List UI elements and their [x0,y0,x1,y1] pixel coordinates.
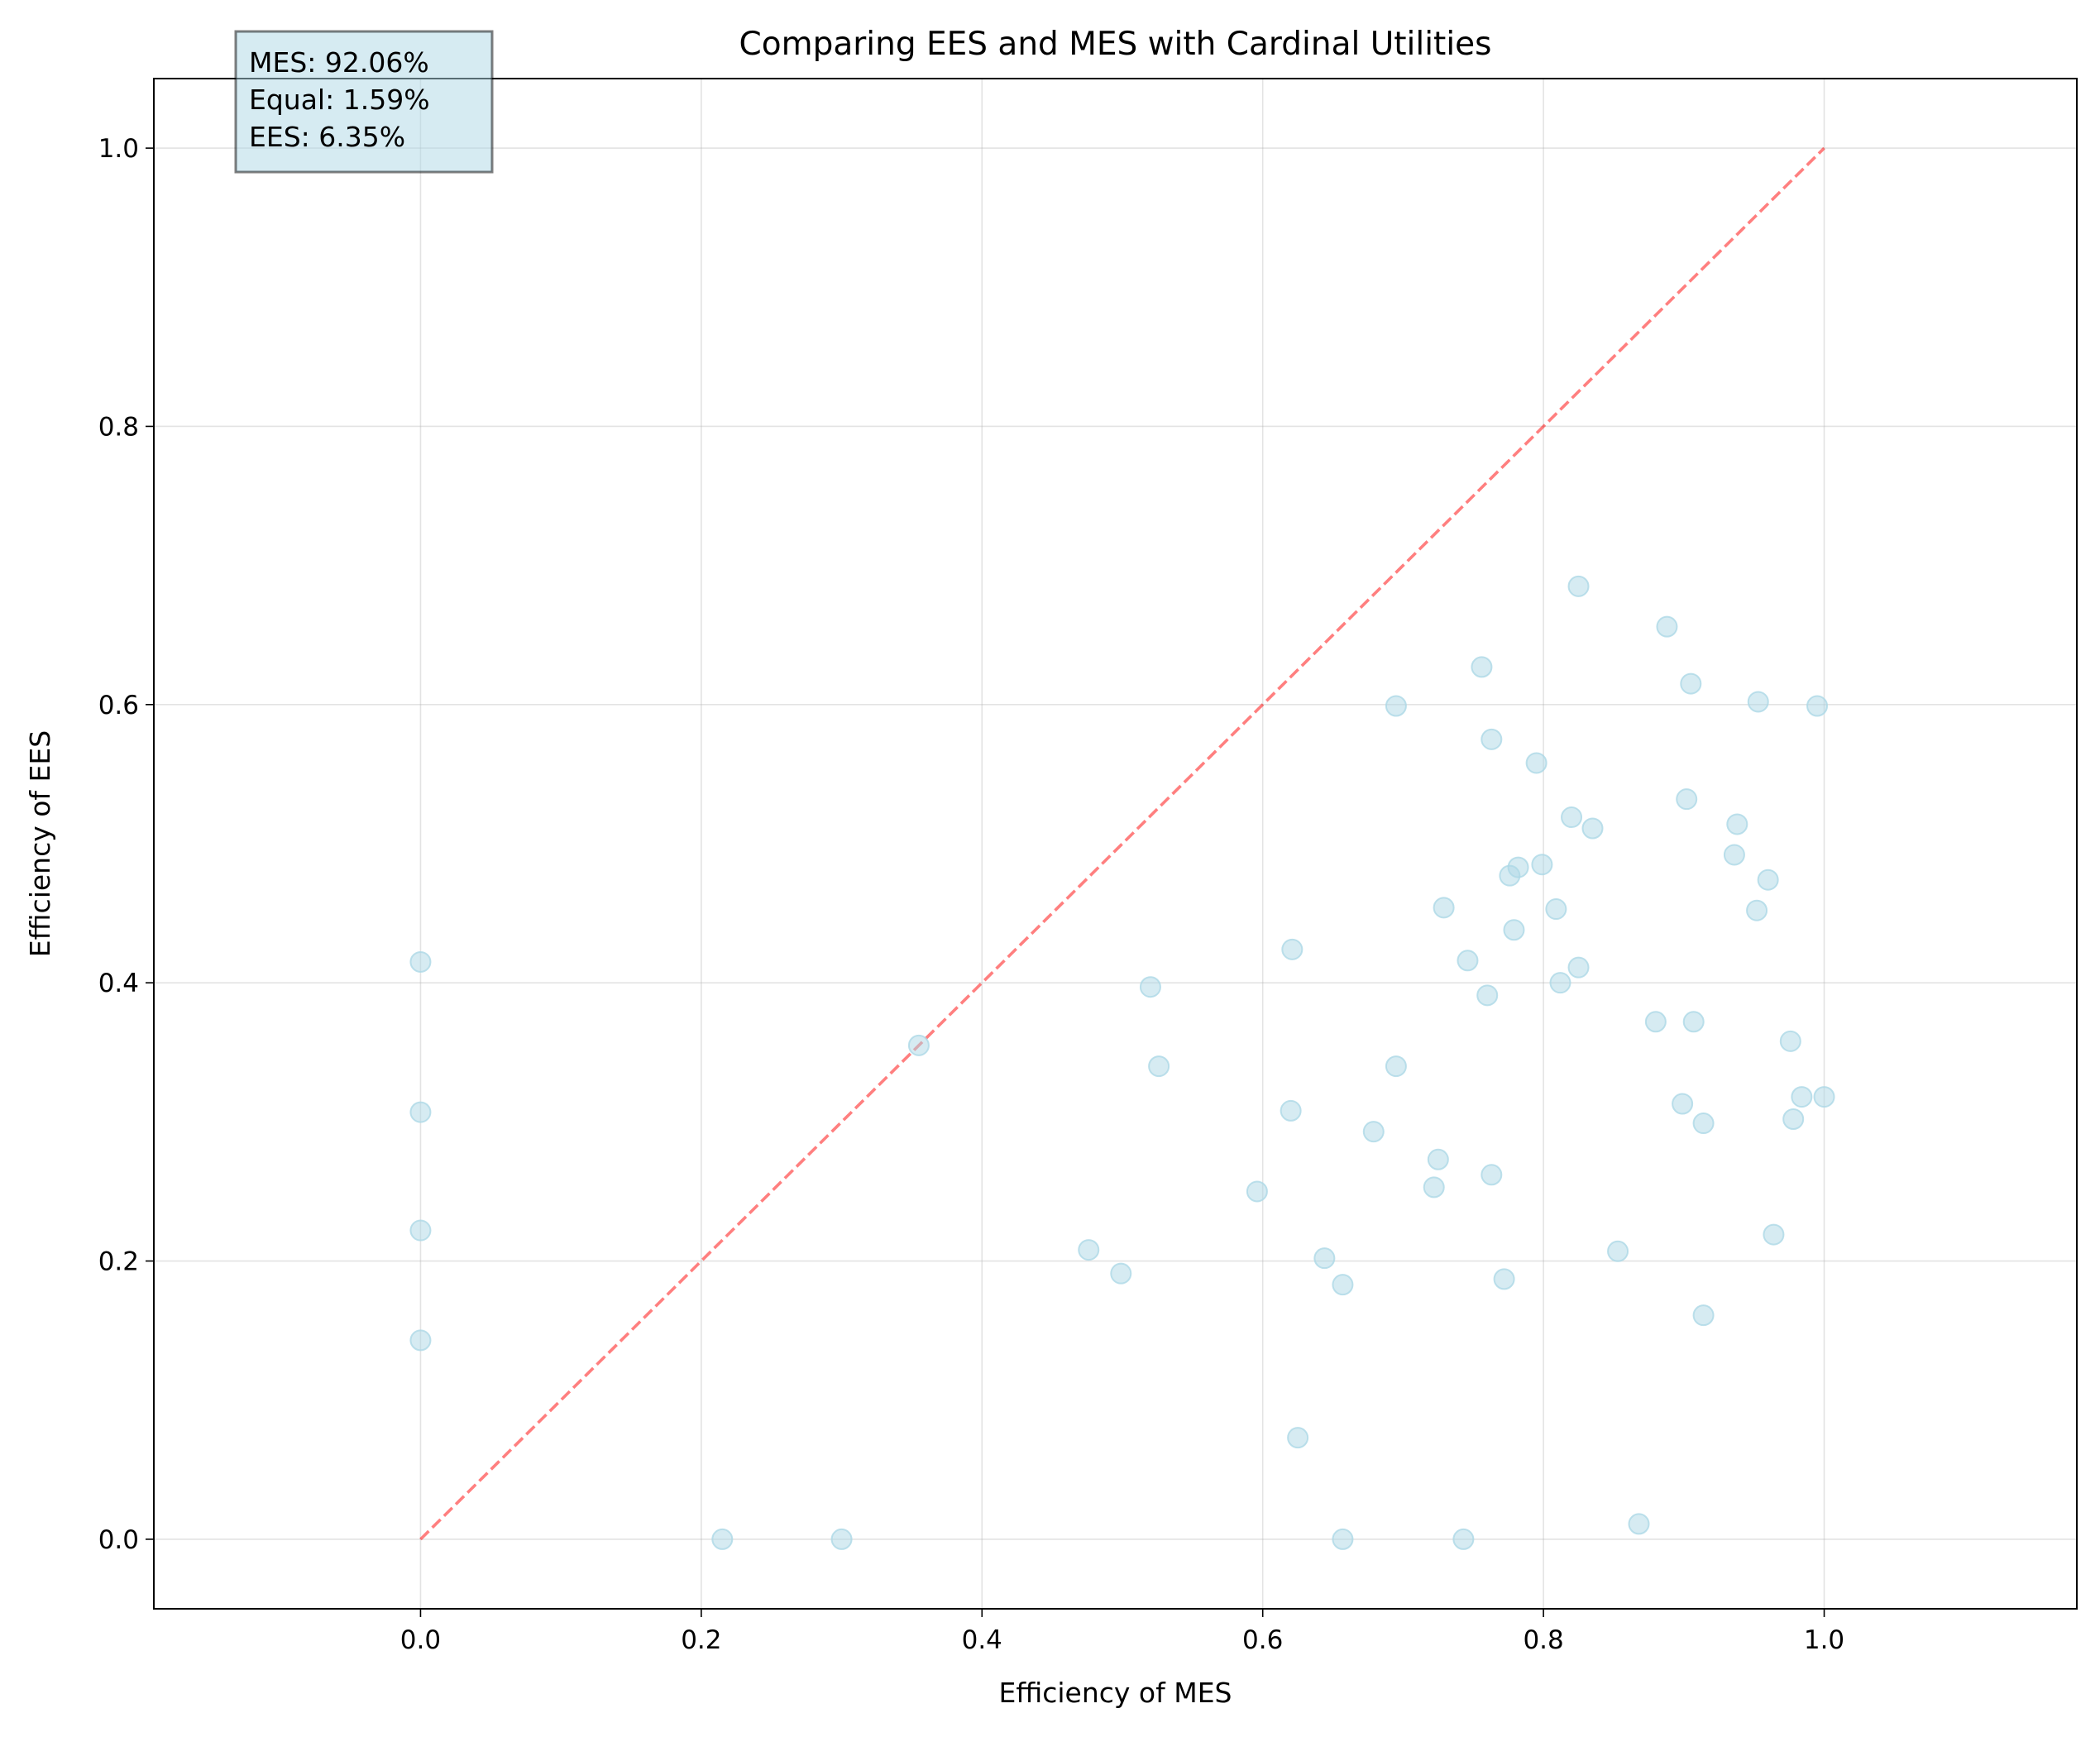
scatter-point [1362,1121,1385,1143]
reference-diagonal-line [419,146,1825,1541]
scatter-point [1452,1528,1475,1550]
x-tick-label: 0.0 [400,1625,441,1655]
scatter-point [1332,1528,1354,1550]
stats-box-background [234,30,494,174]
stats-mes-text: MES: 92.06% [249,46,429,79]
scatter-point [409,950,432,973]
x-tick-label: 0.8 [1523,1625,1563,1655]
scatter-point [1427,1148,1449,1170]
x-tick-label: 0.4 [962,1625,1002,1655]
scatter-point [1644,1011,1667,1033]
scatter-point [409,1101,432,1123]
y-tick-label: 0.8 [98,412,139,442]
scatter-point [1692,1113,1715,1135]
stats-ees-text: EES: 6.35% [249,121,405,153]
scatter-point [1078,1239,1100,1261]
scatter-point [1549,972,1571,994]
scatter-point [1493,1268,1515,1290]
scatter-point [1385,1055,1407,1078]
scatter-point [1476,984,1499,1007]
scatter-point [1692,1304,1715,1327]
scatter-point [409,1219,432,1242]
scatter-point [1791,1086,1813,1108]
scatter-point [1726,813,1748,835]
scatter-point [1763,1223,1785,1246]
data-points [409,575,1835,1550]
scatter-point [1747,691,1769,713]
y-tick-label: 0.4 [98,969,139,998]
stats-equal-text: Equal: 1.59% [249,84,430,116]
scatter-point [1246,1180,1268,1203]
scatter-point [1746,899,1768,921]
scatter-point [1457,950,1479,972]
x-tick-label: 0.6 [1242,1625,1283,1655]
stats-annotation-box: MES: 92.06% Equal: 1.59% EES: 6.35% [234,30,494,174]
scatter-point [1545,898,1567,921]
scatter-point [907,1034,930,1056]
scatter-point [1281,938,1304,960]
scatter-point [1507,856,1529,878]
scatter-point [1110,1262,1132,1285]
scatter-point [1525,752,1547,774]
scatter-point [1581,817,1604,840]
scatter-point [1332,1274,1354,1296]
scatter-point [1806,695,1829,717]
scatter-point [1148,1055,1170,1078]
scatter-point [1385,695,1407,717]
scatter-point [1656,615,1678,638]
plot-frame [153,78,2078,1610]
scatter-point [1481,1164,1503,1186]
chart-title: Comparing EES and MES with Cardinal Util… [739,26,1492,63]
y-tick-label: 0.2 [98,1247,139,1277]
scatter-point [1313,1247,1336,1270]
scatter-point [1567,956,1590,979]
scatter-point [1757,868,1779,891]
scatter-point [1567,575,1590,597]
grid-lines [154,79,2077,1609]
axis-ticks: 0.0 0.2 0.4 0.6 0.8 1.0 0.0 0.2 0.4 0.6 0.8 1.0 [98,134,1844,1655]
x-tick-label: 1.0 [1804,1625,1844,1655]
scatter-point [409,1329,432,1352]
y-tick-label: 0.0 [98,1525,139,1555]
scatter-point [1503,919,1525,941]
scatter-point [1676,788,1698,811]
scatter-point [1481,728,1503,750]
scatter-point [1287,1427,1309,1449]
scatter-point [1680,672,1702,695]
scatter-point [1433,897,1455,919]
x-axis-label: Efficiency of MES [998,1677,1232,1709]
scatter-point [1813,1086,1835,1108]
scatter-point [1561,806,1583,829]
scatter-point [1723,844,1745,866]
scatter-point [1280,1099,1302,1122]
scatter-point [1672,1093,1694,1115]
scatter-point [1471,656,1493,678]
y-tick-label: 1.0 [98,134,139,164]
scatter-point [1682,1011,1705,1033]
scatter-point [1139,976,1161,998]
scatter-point [1779,1030,1801,1052]
y-axis-label: Efficiency of EES [24,730,56,957]
scatter-point [1628,1513,1650,1535]
y-tick-label: 0.6 [98,691,139,720]
scatter-point [830,1528,853,1550]
x-tick-label: 0.2 [681,1625,721,1655]
scatter-point [1423,1176,1445,1199]
scatter-point [711,1528,734,1550]
scatter-point [1531,854,1553,876]
scatter-point [1782,1108,1805,1130]
scatter-point [1607,1240,1629,1262]
